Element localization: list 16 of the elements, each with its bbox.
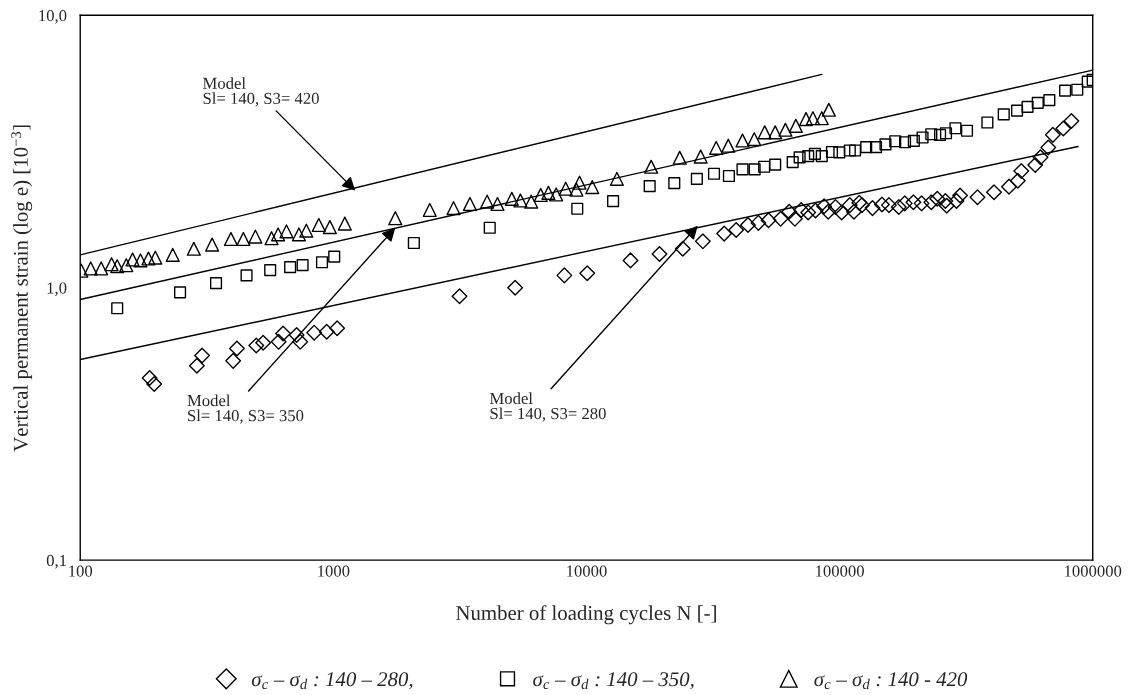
x-axis-title: Number of loading cycles N [-]: [456, 605, 716, 625]
x-tick-label: 1000000: [1065, 565, 1122, 577]
x-tick-label: 100000: [816, 565, 864, 577]
x-tick-label: 10000: [567, 565, 607, 577]
y-axis-title: Vertical permanent strain (log e) [10$^{−3}$]: [11, 125, 33, 452]
annotation: Model Sl= 140, S3= 280: [489, 392, 606, 422]
x-tick-label: 100: [69, 565, 93, 577]
y-tick-label: 10,0: [39, 9, 67, 24]
legend-label: σ$_{c}$ – σ$_{d}$ : 140 – 280,: [251, 672, 413, 690]
legend-label: σ$_{c}$ – σ$_{d}$ : 140 – 350,: [533, 672, 694, 690]
annotation: Model Sl= 140, S3= 420: [203, 77, 319, 107]
y-tick-label: 0,1: [46, 554, 67, 569]
legend-label: σ$_{c}$ – σ$_{d}$ : 140 - 420: [814, 672, 968, 690]
x-tick-label: 1000: [318, 565, 350, 577]
annotation: Model Sl= 140, S3= 350: [187, 394, 304, 424]
y-tick-label: 1,0: [47, 282, 67, 297]
